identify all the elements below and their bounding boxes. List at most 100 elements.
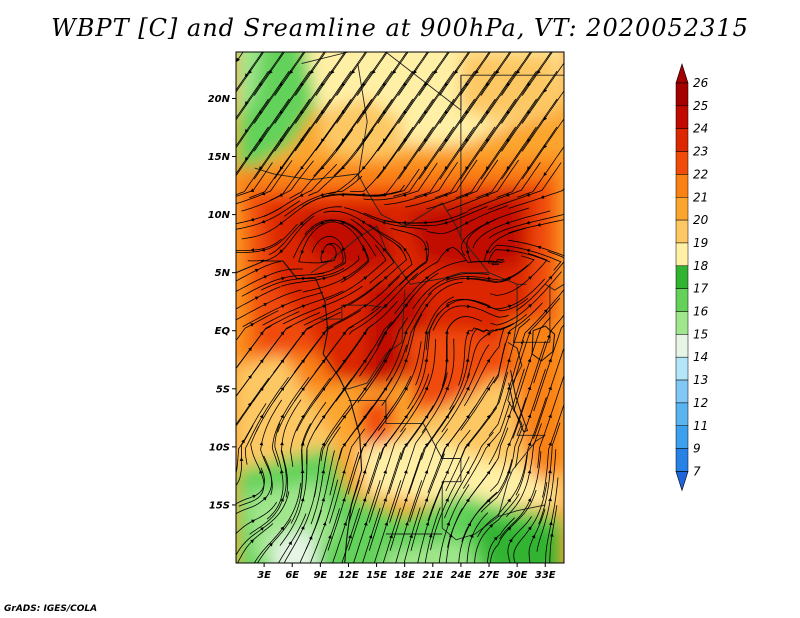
streamline-14 — [236, 126, 269, 175]
streamline-21 — [236, 455, 273, 515]
streamline-arrow-287 — [548, 497, 552, 502]
streamline-arrow-177 — [424, 386, 429, 391]
streamline-arrow-264 — [506, 82, 511, 87]
streamline-arrow-155 — [403, 469, 408, 474]
colorbar: 26 25 24 23 22 21 20 19 18 17 16 15 14 13 12 11 9 7 — [675, 63, 709, 492]
lon-tick-label: 24E — [451, 570, 472, 581]
streamline-239 — [483, 228, 526, 264]
streamline-17 — [236, 52, 263, 91]
streamline-arrow-23 — [259, 441, 264, 446]
colorbar-label: 25 — [693, 99, 708, 113]
streamline-arrow-143 — [383, 276, 388, 280]
streamline-arrow-273 — [527, 358, 532, 363]
streamline-arrow-94 — [310, 70, 314, 74]
streamline-arrow-95 — [348, 534, 352, 539]
streamline-arrow-68 — [300, 250, 305, 255]
colorbar-swatch-11 — [675, 425, 689, 449]
streamline-245 — [459, 52, 511, 124]
streamline-arrow-15 — [245, 129, 249, 133]
streamline-55 — [253, 52, 305, 124]
streamline-291 — [533, 346, 564, 439]
streamline-172 — [417, 481, 445, 563]
streamline-arrow-222 — [464, 193, 469, 197]
streamline-arrow-254 — [507, 358, 511, 363]
streamline-42 — [281, 399, 302, 498]
streamline-214 — [441, 376, 495, 460]
streamline-arrow-302 — [543, 88, 548, 93]
streamline-arrow-76 — [328, 534, 332, 539]
streamline-arrow-173 — [424, 497, 429, 502]
streamline-arrow-205 — [444, 138, 449, 143]
streamline-arrow-201 — [445, 248, 450, 253]
streamline-111 — [315, 70, 372, 152]
streamline-arrow-154 — [403, 497, 408, 502]
streamline-244 — [460, 70, 517, 152]
streamline-134 — [373, 480, 402, 563]
streamline-301 — [521, 90, 564, 152]
streamline-31 — [236, 200, 301, 230]
streamline-212 — [444, 431, 494, 519]
streamline-arrow-289 — [548, 442, 552, 446]
streamline-arrow-238 — [487, 276, 492, 281]
streamline-arrow-29 — [263, 275, 268, 279]
streamline-132 — [336, 52, 368, 96]
streamline-arrow-39 — [280, 526, 285, 531]
streamline-30 — [236, 224, 298, 253]
streamline-arrow-107 — [340, 221, 345, 225]
streamline-292 — [533, 324, 564, 412]
streamline-arrow-209 — [470, 534, 474, 538]
streamline-198 — [441, 316, 483, 387]
streamline-arrow-168 — [403, 110, 408, 115]
streamline-300 — [521, 118, 564, 180]
streamline-15 — [236, 98, 269, 147]
streamline-arrow-10 — [254, 268, 259, 273]
streamline-arrow-165 — [402, 193, 407, 197]
streamline-157 — [379, 373, 430, 460]
streamline-233 — [460, 371, 508, 459]
streamline-arrow-182 — [424, 246, 429, 251]
streamline-106 — [311, 235, 346, 275]
streamline-267 — [513, 481, 548, 563]
streamline-arrow-256 — [507, 304, 512, 309]
streamline-arrow-8 — [250, 323, 255, 327]
streamline-167 — [376, 98, 434, 179]
streamline-arrow-223 — [465, 166, 469, 171]
streamline-246 — [459, 52, 491, 96]
streamline-80 — [314, 404, 351, 498]
streamline-208 — [418, 52, 450, 96]
streamline-41 — [266, 423, 284, 520]
border-line-7 — [341, 290, 406, 390]
streamline-220 — [466, 218, 500, 266]
streamline-217 — [458, 326, 506, 386]
streamline-arrow-114 — [368, 534, 373, 539]
streamline-arrow-292 — [548, 358, 552, 363]
streamline-arrow-3 — [239, 457, 244, 461]
streamline-arrow-193 — [445, 470, 449, 474]
streamline-arrow-283 — [527, 82, 531, 87]
colorbar-label: 12 — [693, 396, 708, 410]
streamline-173 — [410, 453, 445, 551]
streamline-235 — [463, 322, 514, 407]
streamline-148 — [355, 98, 414, 178]
streamline-35 — [236, 70, 290, 149]
streamline-274 — [513, 297, 561, 384]
streamline-177 — [400, 339, 437, 433]
streamline-273 — [513, 317, 551, 412]
colorbar-swatch-9 — [675, 448, 689, 472]
streamline-arrow-43 — [280, 414, 284, 419]
border-line-13 — [441, 504, 546, 541]
colorbar-label: 9 — [693, 442, 701, 456]
streamline-144 — [350, 218, 395, 284]
streamline-arrow-142 — [383, 303, 388, 308]
streamline-19 — [257, 519, 292, 563]
streamline-arrow-185 — [424, 166, 428, 171]
streamline-129 — [333, 98, 393, 177]
colorbar-swatch-23 — [675, 151, 689, 175]
streamline-287 — [536, 449, 557, 552]
streamline-arrow-178 — [424, 358, 429, 362]
streamline-171 — [424, 507, 441, 563]
streamline-265 — [480, 52, 512, 96]
streamline-arrow-132 — [351, 70, 356, 74]
border-line-15 — [497, 434, 546, 517]
streamline-39 — [253, 483, 301, 563]
